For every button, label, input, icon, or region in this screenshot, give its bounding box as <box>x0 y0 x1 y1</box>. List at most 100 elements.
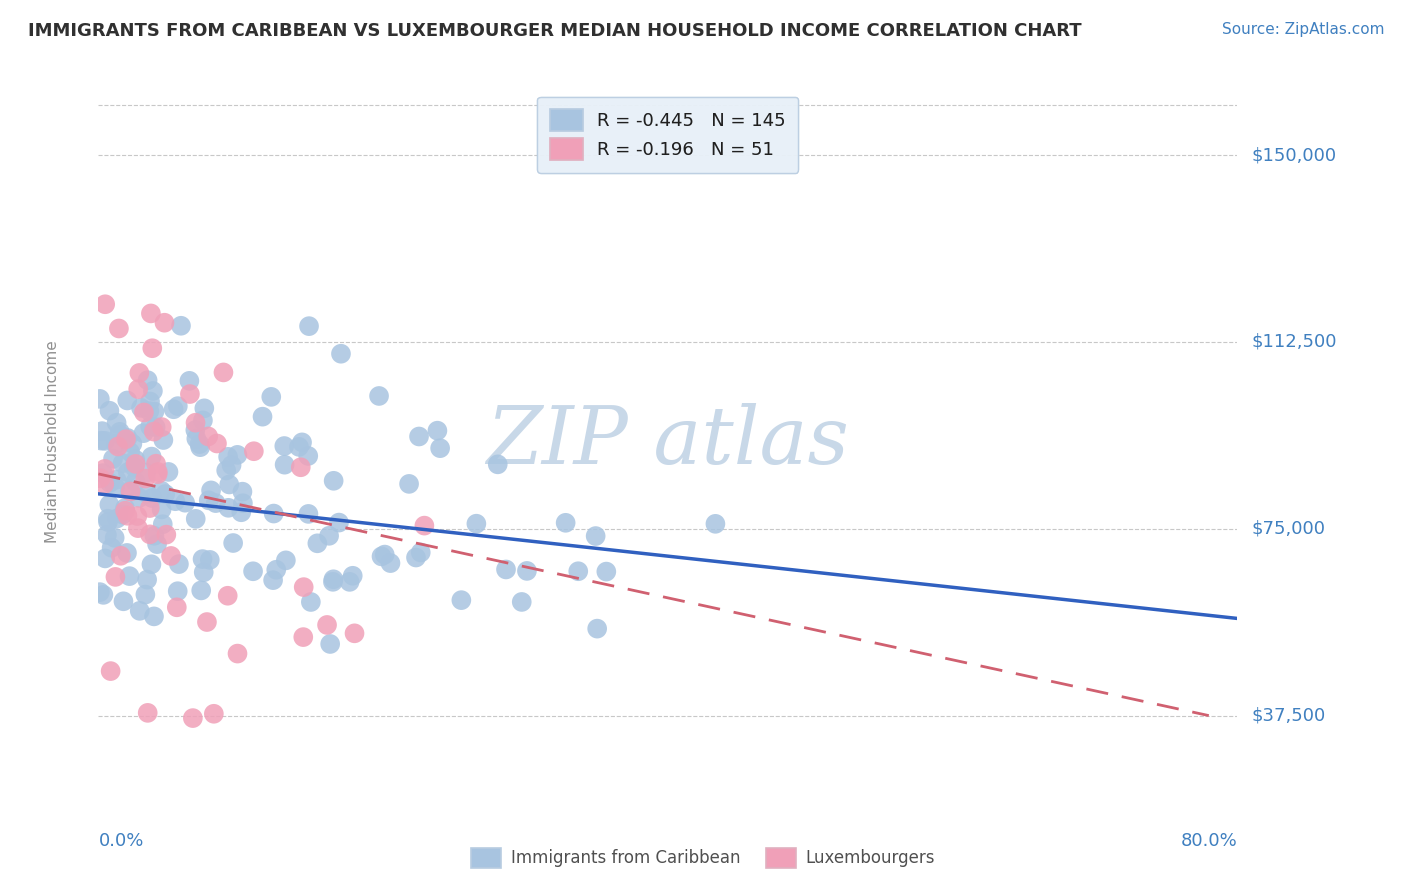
Point <box>218 477 240 491</box>
Point <box>91 466 114 480</box>
Point <box>274 553 297 567</box>
Point <box>426 424 449 438</box>
Point <box>128 366 150 380</box>
Point <box>197 493 219 508</box>
Point <box>115 432 138 446</box>
Point <box>398 476 420 491</box>
Point <box>107 440 129 454</box>
Point <box>89 585 111 599</box>
Point <box>554 516 576 530</box>
Point <box>166 600 188 615</box>
Point <box>288 440 311 454</box>
Point <box>181 711 204 725</box>
Point <box>191 552 214 566</box>
Point <box>139 306 162 320</box>
Point <box>136 573 159 587</box>
Point <box>132 405 155 419</box>
Point <box>215 463 238 477</box>
Point <box>139 501 162 516</box>
Point <box>157 465 180 479</box>
Point <box>153 316 176 330</box>
Point <box>124 475 146 489</box>
Point <box>322 474 344 488</box>
Point <box>198 553 221 567</box>
Point <box>486 458 509 472</box>
Point <box>595 565 617 579</box>
Point <box>135 466 157 480</box>
Point <box>104 531 127 545</box>
Point <box>330 347 353 361</box>
Point <box>93 588 115 602</box>
Point <box>114 501 136 516</box>
Point <box>111 456 134 470</box>
Point <box>105 473 128 487</box>
Text: 80.0%: 80.0% <box>1181 831 1237 850</box>
Point <box>231 505 253 519</box>
Point <box>179 374 201 388</box>
Point <box>118 483 141 498</box>
Point <box>97 515 120 529</box>
Point <box>586 622 609 636</box>
Point <box>139 394 162 409</box>
Point <box>165 494 187 508</box>
Point <box>184 416 207 430</box>
Point <box>117 508 139 523</box>
Text: Median Household Income: Median Household Income <box>45 340 60 543</box>
Point <box>193 566 215 580</box>
Point <box>162 402 184 417</box>
Point <box>264 563 287 577</box>
Point <box>195 615 218 629</box>
Point <box>143 529 166 543</box>
Point <box>188 440 211 454</box>
Point <box>104 437 127 451</box>
Point <box>145 457 167 471</box>
Point <box>108 428 131 442</box>
Point <box>408 429 430 443</box>
Point <box>97 512 120 526</box>
Point <box>450 593 472 607</box>
Point <box>221 458 243 472</box>
Legend: Immigrants from Caribbean, Luxembourgers: Immigrants from Caribbean, Luxembourgers <box>464 841 942 875</box>
Point <box>297 449 319 463</box>
Point <box>94 297 117 311</box>
Point <box>291 435 314 450</box>
Point <box>111 508 134 522</box>
Point <box>105 416 128 430</box>
Point <box>134 471 156 485</box>
Point <box>146 465 169 479</box>
Point <box>150 420 173 434</box>
Point <box>132 426 155 441</box>
Point <box>105 511 128 525</box>
Point <box>226 647 249 661</box>
Point <box>429 441 451 455</box>
Point <box>122 459 145 474</box>
Point <box>217 589 239 603</box>
Point <box>197 429 219 443</box>
Point <box>89 392 111 406</box>
Point <box>343 626 366 640</box>
Point <box>143 609 166 624</box>
Point <box>204 496 226 510</box>
Point <box>567 564 589 578</box>
Point <box>139 419 162 434</box>
Point <box>292 630 315 644</box>
Point <box>150 502 173 516</box>
Text: $112,500: $112,500 <box>1251 333 1337 351</box>
Point <box>128 604 150 618</box>
Point <box>98 498 121 512</box>
Point <box>299 595 322 609</box>
Point <box>307 536 329 550</box>
Point <box>704 516 727 531</box>
Point <box>118 569 141 583</box>
Legend: R = -0.445   N = 145, R = -0.196   N = 51: R = -0.445 N = 145, R = -0.196 N = 51 <box>537 96 799 173</box>
Point <box>94 462 117 476</box>
Point <box>252 409 274 424</box>
Point <box>104 480 127 494</box>
Point <box>231 484 253 499</box>
Point <box>136 373 159 387</box>
Point <box>121 436 143 450</box>
Point <box>405 550 427 565</box>
Text: 0.0%: 0.0% <box>98 831 143 850</box>
Point <box>242 564 264 578</box>
Point <box>262 573 284 587</box>
